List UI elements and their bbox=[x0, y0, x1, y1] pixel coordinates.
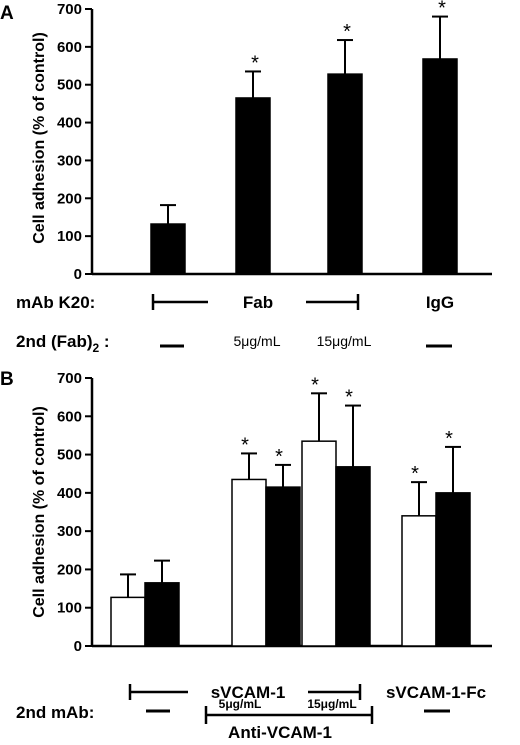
panel-b-y-tick-label: 0 bbox=[74, 638, 82, 655]
panel-a-bar bbox=[327, 73, 363, 275]
anti-vcam1-dose-5: 5μg/mL bbox=[219, 697, 262, 711]
panel-b-letter: B bbox=[0, 369, 14, 390]
anti-vcam1-bracket bbox=[204, 706, 374, 724]
panel-b-significance-marker: * bbox=[345, 387, 353, 409]
igg-label: IgG bbox=[426, 293, 454, 312]
panel-a-bars: * * * bbox=[150, 0, 458, 275]
panel-b-bar bbox=[401, 515, 437, 647]
panel-b-bar bbox=[265, 486, 301, 647]
fab2-dose-5: 5μg/mL bbox=[234, 333, 281, 349]
panel-b: B Cell adhesion (% of control) 0 100 200 30… bbox=[0, 369, 492, 742]
panel-b-y-tick-label: 600 bbox=[57, 408, 82, 425]
panel-a-y-tick-label: 0 bbox=[74, 266, 82, 283]
panel-b-y-tick-label: 400 bbox=[57, 485, 82, 502]
panel-a-y-axis-label: Cell adhesion (% of control) bbox=[31, 32, 48, 244]
second-fab2-row-label: 2nd (Fab)2 : bbox=[16, 332, 110, 355]
panel-a-y-tick-label: 200 bbox=[57, 190, 82, 207]
panel-a-y-tick-label: 300 bbox=[57, 152, 82, 169]
panel-b-bars: * * * * * * bbox=[110, 374, 471, 647]
panel-b-significance-marker: * bbox=[445, 428, 453, 450]
panel-b-bar bbox=[231, 478, 267, 647]
panel-b-y-tick-label: 200 bbox=[57, 561, 82, 578]
panel-b-significance-marker: * bbox=[411, 463, 419, 485]
panel-a-y-tick-label: 700 bbox=[57, 1, 82, 18]
mab-k20-row-label: mAb K20: bbox=[16, 293, 95, 312]
panel-b-significance-marker: * bbox=[311, 374, 319, 396]
panel-b-significance-marker: * bbox=[241, 434, 249, 456]
panel-a-significance-marker: * bbox=[343, 21, 351, 43]
panel-b-bar bbox=[110, 596, 146, 647]
panel-a-y-tick-label: 500 bbox=[57, 77, 82, 94]
fab-bracket bbox=[151, 294, 360, 310]
panel-b-y-axis-label: Cell adhesion (% of control) bbox=[31, 406, 48, 618]
panel-b-bar bbox=[435, 492, 471, 647]
fab2-dose-15: 15μg/mL bbox=[317, 333, 372, 349]
panel-a-y-tick-label: 400 bbox=[57, 115, 82, 132]
anti-vcam1-label: Anti-VCAM-1 bbox=[228, 723, 332, 742]
panel-b-bar bbox=[144, 582, 180, 647]
panel-a-y-tick-label: 600 bbox=[57, 39, 82, 56]
panel-a-significance-marker: * bbox=[251, 52, 259, 74]
fab-label: Fab bbox=[243, 293, 273, 312]
panel-b-significance-marker: * bbox=[275, 446, 283, 468]
svcam1-fc-label: sVCAM-1-Fc bbox=[386, 683, 486, 702]
svcam1-bracket bbox=[128, 684, 362, 700]
panel-a-bar bbox=[422, 58, 458, 275]
panel-b-y-tick-label: 500 bbox=[57, 447, 82, 464]
panel-a: A Cell adhesion (% of control) 0 100 200 30… bbox=[0, 0, 492, 355]
panel-b-y-tick-label: 700 bbox=[57, 370, 82, 387]
panel-b-y-tick-label: 300 bbox=[57, 523, 82, 540]
panel-b-y-tick-label: 100 bbox=[57, 600, 82, 617]
panel-a-bar bbox=[235, 97, 271, 275]
anti-vcam1-dose-15: 15μg/mL bbox=[307, 697, 356, 711]
svcam1-label: sVCAM-1 bbox=[211, 683, 286, 702]
panel-a-letter: A bbox=[0, 3, 14, 24]
second-mab-row-label: 2nd mAb: bbox=[16, 703, 94, 722]
panel-b-bar bbox=[335, 466, 371, 647]
panel-b-bar bbox=[301, 440, 337, 647]
panel-a-bar bbox=[150, 223, 186, 275]
panel-a-y-tick-label: 100 bbox=[57, 228, 82, 245]
panel-a-significance-marker: * bbox=[438, 0, 446, 20]
